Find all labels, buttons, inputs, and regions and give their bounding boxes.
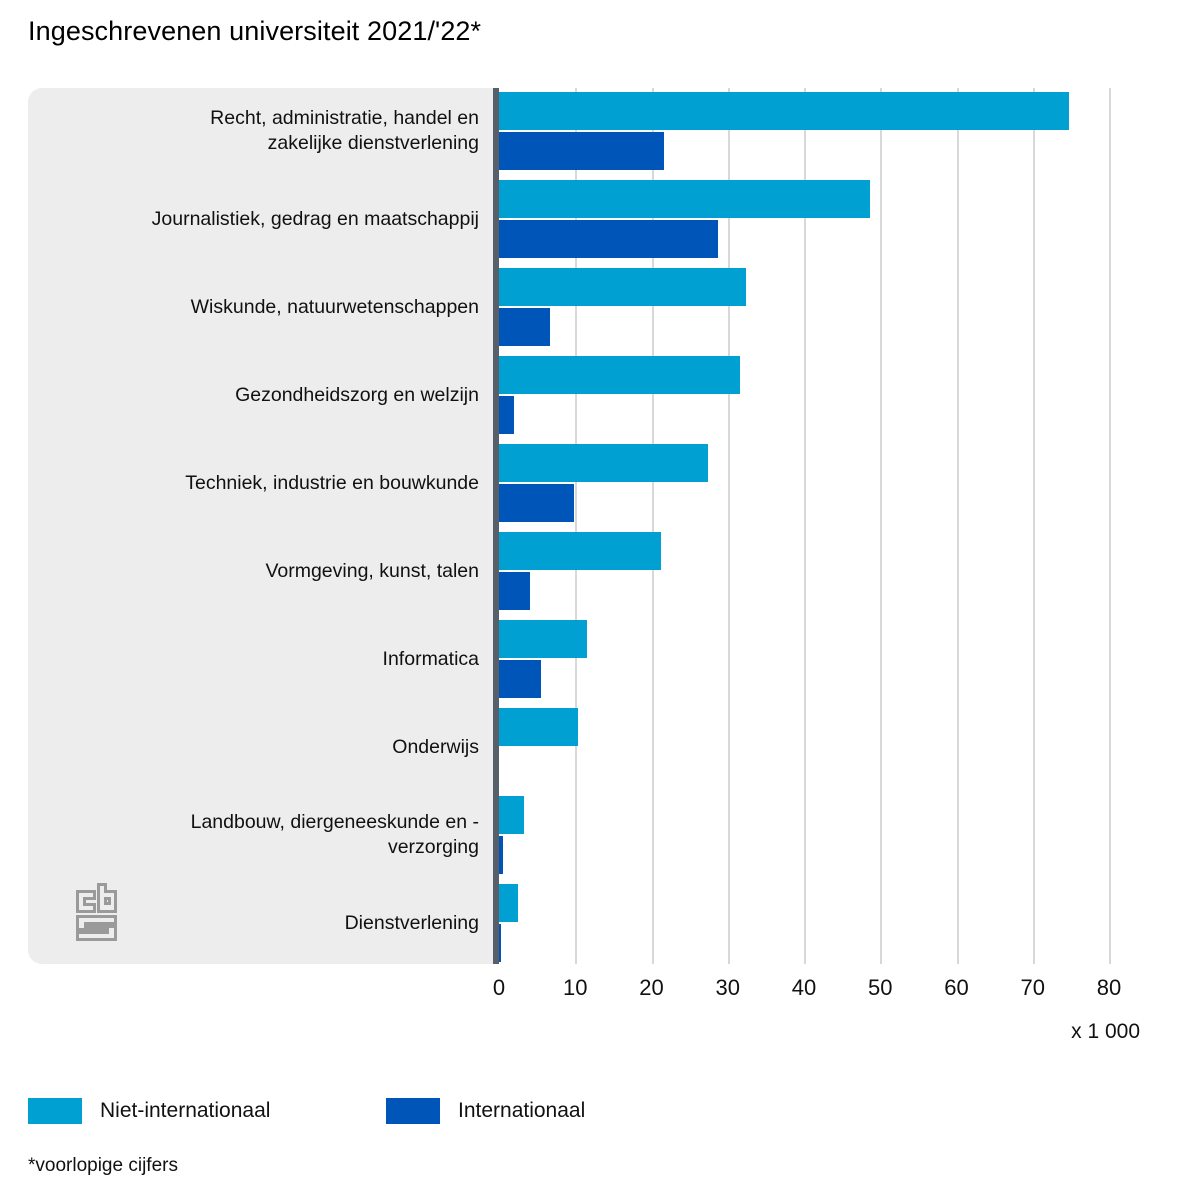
legend-swatch-internationaal xyxy=(386,1098,440,1124)
bar-niet-internationaal[interactable] xyxy=(499,268,747,306)
category-label-line: Recht, administratie, handel en xyxy=(210,107,479,129)
x-tick-label-70: 70 xyxy=(1020,975,1045,1000)
bar-niet-internationaal[interactable] xyxy=(499,884,519,922)
bar-group xyxy=(499,708,1140,786)
gridline-20 xyxy=(651,88,654,964)
bar-group xyxy=(499,268,1140,346)
y-axis-line xyxy=(493,88,499,964)
legend-label-niet-internationaal: Niet-internationaal xyxy=(100,1099,271,1122)
x-tick-label-80: 80 xyxy=(1096,975,1122,1000)
category-label-line: Informatica xyxy=(382,647,479,670)
category-label-panel xyxy=(28,88,499,964)
bar-niet-internationaal[interactable] xyxy=(499,620,587,658)
gridline-70 xyxy=(1032,88,1035,964)
bar-niet-internationaal[interactable] xyxy=(499,92,1070,130)
bar-group xyxy=(499,180,1140,258)
category-label: Techniek, industrie en bouwkunde xyxy=(49,471,479,496)
gridline-50 xyxy=(880,88,883,964)
category-label: Recht, administratie, handel en zakelijke… xyxy=(49,106,479,156)
bar-group xyxy=(499,796,1140,874)
x-tick-label-40: 40 xyxy=(791,975,817,1000)
category-label-line: Techniek, industrie en bouwkunde xyxy=(185,471,479,494)
category-label-line: Journalistiek, gedrag en maatschappij xyxy=(151,207,479,230)
x-tick-label-0: 0 xyxy=(492,975,506,1000)
bar-group xyxy=(499,356,1140,434)
gridline-40 xyxy=(804,88,806,964)
category-label: Gezondheidszorg en welzijn xyxy=(49,383,479,408)
bar-internationaal[interactable] xyxy=(499,396,515,434)
cbs-logo xyxy=(74,882,128,942)
bar-internationaal[interactable] xyxy=(499,220,718,258)
bar-niet-internationaal[interactable] xyxy=(499,356,740,394)
category-label-line: Wiskunde, natuurwetenschappen xyxy=(190,295,479,318)
category-label: Journalistiek, gedrag en maatschappij xyxy=(49,207,479,232)
bar-internationaal[interactable] xyxy=(499,308,551,346)
legend-item-internationaal[interactable]: Internationaal xyxy=(386,1098,585,1124)
category-label-line: Onderwijs xyxy=(392,735,479,758)
category-label-line: zakelijke dienstverlening xyxy=(267,132,479,154)
gridline-80 xyxy=(1109,88,1111,964)
bar-group xyxy=(499,532,1140,610)
gridline-60 xyxy=(956,88,959,964)
bar-internationaal[interactable] xyxy=(499,924,501,962)
legend-swatch-niet-internationaal xyxy=(28,1098,82,1124)
bar-internationaal[interactable] xyxy=(499,660,541,698)
category-label-line: Gezondheidszorg en welzijn xyxy=(235,383,479,406)
legend-label-internationaal: Internationaal xyxy=(458,1099,586,1122)
bar-group xyxy=(499,620,1140,698)
plot-area xyxy=(499,88,1140,964)
footnote: *voorlopige cijfers xyxy=(28,1155,178,1176)
x-tick-label-10: 10 xyxy=(563,975,588,1000)
unit-label: x 1 000 xyxy=(1071,1020,1140,1043)
category-label-line: Dienstverlening xyxy=(344,911,479,934)
bar-niet-internationaal[interactable] xyxy=(499,180,871,218)
category-label: Vormgeving, kunst, talen xyxy=(49,559,479,584)
category-label: Wiskunde, natuurwetenschappen xyxy=(49,295,479,320)
legend-item-niet-internationaal[interactable]: Niet-internationaal xyxy=(28,1098,270,1124)
x-tick-label-20: 20 xyxy=(639,975,664,1000)
bar-internationaal[interactable] xyxy=(499,572,531,610)
category-label: Dienstverlening xyxy=(49,911,479,936)
category-label: Informatica xyxy=(49,647,479,672)
bar-group xyxy=(499,92,1140,170)
x-tick-label-30: 30 xyxy=(715,975,740,1000)
bar-niet-internationaal[interactable] xyxy=(499,444,708,482)
category-label-line: Vormgeving, kunst, talen xyxy=(265,559,479,582)
page-title: Ingeschrevenen universiteit 2021/'22* xyxy=(28,16,482,46)
bar-internationaal[interactable] xyxy=(499,484,574,522)
gridline-10 xyxy=(575,88,578,964)
bar-internationaal[interactable] xyxy=(499,836,503,874)
bar-niet-internationaal[interactable] xyxy=(499,796,525,834)
bar-group xyxy=(499,884,1140,962)
bar-group xyxy=(499,444,1140,522)
category-label: Onderwijs xyxy=(49,735,479,760)
bar-niet-internationaal[interactable] xyxy=(499,708,579,746)
x-tick-label-50: 50 xyxy=(868,975,893,1000)
bar-internationaal[interactable] xyxy=(499,132,664,170)
category-label-line: Landbouw, diergeneeskunde en - xyxy=(190,811,479,833)
gridline-30 xyxy=(727,88,730,964)
category-label-line: verzorging xyxy=(387,836,479,858)
category-label: Landbouw, diergeneeskunde en - verzorging xyxy=(49,810,479,860)
x-tick-label-60: 60 xyxy=(944,975,969,1000)
bar-niet-internationaal[interactable] xyxy=(499,532,662,570)
